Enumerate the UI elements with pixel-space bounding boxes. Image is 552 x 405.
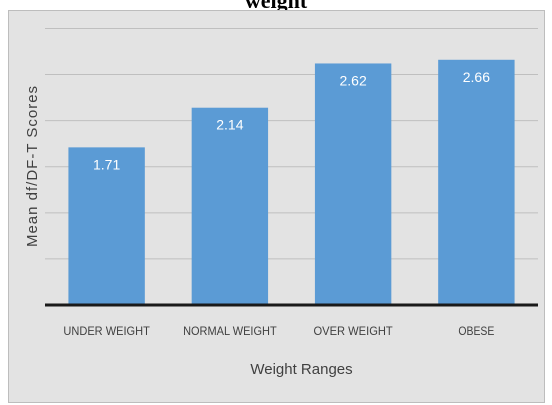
bar: [438, 59, 515, 305]
x-axis-title: Weight Ranges: [250, 361, 352, 378]
bar: [68, 147, 145, 305]
bar: [314, 63, 392, 305]
data-label: 2.62: [340, 72, 367, 88]
x-tick-label: OBESE: [458, 324, 494, 338]
bar: [191, 107, 269, 305]
data-label: 1.71: [93, 156, 120, 172]
y-axis-title: Mean df/DF-T Scores: [24, 85, 41, 247]
x-tick-labels: UNDER WEIGHT NORMAL WEIGHT OVER WEIGHT OBES…: [63, 324, 494, 338]
x-tick-label: NORMAL WEIGHT: [183, 324, 277, 338]
bars: 1.71 2.14 2.62 2.66: [68, 59, 515, 305]
data-label: 2.14: [216, 117, 243, 133]
x-tick-label: OVER WEIGHT: [314, 324, 394, 338]
x-tick-label: UNDER WEIGHT: [63, 324, 150, 338]
data-label: 2.66: [463, 69, 490, 85]
chart-title: weight: [244, 0, 308, 13]
